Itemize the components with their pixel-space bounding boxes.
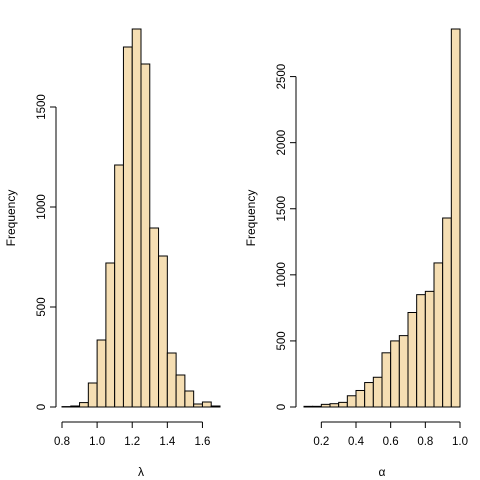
alpha-bar <box>381 352 392 408</box>
alpha-bar <box>442 217 452 408</box>
alpha-y-tick-label: 2000 <box>276 130 288 156</box>
alpha-y-tick-label: 1500 <box>276 196 288 222</box>
lambda-histogram-panel: 0.8 1.0 1.2 1.4 1.6 0 500 1000 1500 λ Frequency <box>4 28 221 479</box>
alpha-y-tick-label: 0 <box>276 404 288 410</box>
alpha-bar <box>364 382 374 408</box>
alpha-bar <box>416 294 426 408</box>
alpha-bar <box>303 405 314 408</box>
lambda-bar <box>158 255 168 408</box>
lambda-bar <box>140 63 151 408</box>
lambda-y-tick-label: 1000 <box>36 194 48 220</box>
alpha-bar <box>433 262 444 408</box>
alpha-x-tick-label: 0.2 <box>313 436 329 448</box>
alpha-bar <box>390 340 400 408</box>
lambda-bar <box>122 46 133 408</box>
alpha-y-tick-label: 1000 <box>276 262 288 288</box>
lambda-bar <box>149 227 160 408</box>
lambda-x-tick-label: 1.4 <box>159 436 176 448</box>
lambda-y-axis-title: Frequency <box>4 190 18 247</box>
lambda-x-tick-label: 1.6 <box>194 436 210 448</box>
alpha-y-tick-label: 500 <box>276 331 288 350</box>
lambda-bar <box>184 390 195 408</box>
lambda-y-tick-label: 1500 <box>36 94 48 120</box>
alpha-bar <box>312 405 322 408</box>
lambda-bar <box>201 401 212 408</box>
lambda-y-tick-label: 0 <box>36 404 48 410</box>
alpha-x-tick-label: 0.4 <box>348 436 365 448</box>
lambda-y-tick-label: 500 <box>36 297 48 316</box>
lambda-bar <box>70 405 81 408</box>
alpha-bar <box>320 403 331 408</box>
alpha-bar <box>407 312 418 408</box>
lambda-bar <box>114 164 124 408</box>
alpha-y-axis-title: Frequency <box>244 190 258 247</box>
alpha-bar <box>398 335 409 408</box>
lambda-bar <box>175 374 186 408</box>
lambda-bar <box>96 339 107 408</box>
lambda-bar <box>105 262 116 408</box>
lambda-bar <box>131 28 142 408</box>
lambda-x-tick-label: 1.2 <box>124 436 140 448</box>
lambda-x-tick-label: 0.8 <box>54 436 70 448</box>
lambda-bar <box>193 403 203 408</box>
alpha-histogram-panel: 0.2 0.4 0.6 0.8 1.0 0 500 1000 1500 2000 2500 α Freq… <box>244 28 468 479</box>
lambda-x-tick-label: 1.0 <box>89 436 105 448</box>
alpha-bar <box>355 389 366 408</box>
alpha-bar <box>450 28 461 408</box>
alpha-bar <box>424 290 435 408</box>
lambda-x-axis-title: λ <box>138 465 144 479</box>
alpha-x-tick-label: 0.6 <box>383 436 399 448</box>
lambda-bar <box>210 405 221 408</box>
alpha-x-tick-label: 1.0 <box>452 436 468 448</box>
lambda-bar <box>87 382 98 408</box>
lambda-bar <box>79 402 89 408</box>
alpha-x-tick-label: 0.8 <box>417 436 433 448</box>
alpha-bar <box>338 401 348 408</box>
alpha-bar <box>329 403 340 408</box>
alpha-bar <box>372 376 383 408</box>
alpha-y-tick-label: 2500 <box>276 64 288 90</box>
lambda-bar <box>166 352 177 408</box>
alpha-x-axis-title: α <box>379 465 386 479</box>
alpha-bar <box>346 395 357 408</box>
